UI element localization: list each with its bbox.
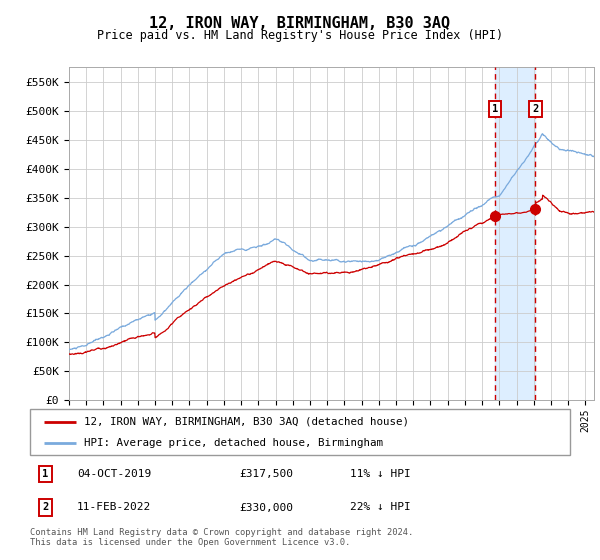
Text: Contains HM Land Registry data © Crown copyright and database right 2024.
This d: Contains HM Land Registry data © Crown c… — [30, 528, 413, 547]
Text: 1: 1 — [43, 469, 49, 479]
Text: 12, IRON WAY, BIRMINGHAM, B30 3AQ (detached house): 12, IRON WAY, BIRMINGHAM, B30 3AQ (detac… — [84, 417, 409, 427]
Bar — [495, 67, 535, 400]
Text: £317,500: £317,500 — [240, 469, 294, 479]
Text: Price paid vs. HM Land Registry's House Price Index (HPI): Price paid vs. HM Land Registry's House … — [97, 29, 503, 42]
Text: 1: 1 — [492, 104, 498, 114]
Text: £330,000: £330,000 — [240, 502, 294, 512]
Text: 2: 2 — [532, 104, 539, 114]
Text: 11-FEB-2022: 11-FEB-2022 — [77, 502, 151, 512]
Text: HPI: Average price, detached house, Birmingham: HPI: Average price, detached house, Birm… — [84, 438, 383, 448]
Text: 2: 2 — [43, 502, 49, 512]
Text: 11% ↓ HPI: 11% ↓ HPI — [350, 469, 411, 479]
Text: 22% ↓ HPI: 22% ↓ HPI — [350, 502, 411, 512]
Text: 04-OCT-2019: 04-OCT-2019 — [77, 469, 151, 479]
Text: 12, IRON WAY, BIRMINGHAM, B30 3AQ: 12, IRON WAY, BIRMINGHAM, B30 3AQ — [149, 16, 451, 31]
FancyBboxPatch shape — [30, 409, 570, 455]
